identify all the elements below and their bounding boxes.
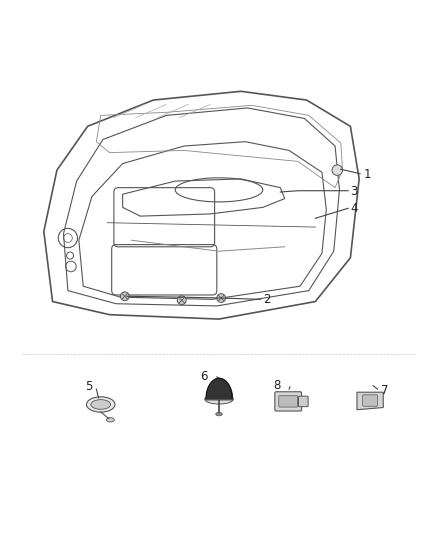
Circle shape (177, 296, 186, 304)
Text: 1: 1 (364, 168, 371, 181)
Text: 6: 6 (201, 369, 208, 383)
Circle shape (332, 165, 343, 175)
Ellipse shape (205, 394, 233, 404)
FancyBboxPatch shape (275, 392, 302, 411)
FancyBboxPatch shape (299, 396, 308, 407)
Circle shape (217, 294, 226, 302)
Text: 3: 3 (350, 184, 358, 198)
Ellipse shape (87, 397, 115, 412)
Circle shape (120, 292, 129, 301)
Text: 4: 4 (350, 202, 358, 215)
Text: 7: 7 (381, 384, 389, 397)
Text: 8: 8 (273, 379, 280, 392)
FancyBboxPatch shape (363, 395, 378, 406)
Text: 5: 5 (85, 381, 93, 393)
Polygon shape (357, 392, 383, 410)
Ellipse shape (215, 413, 222, 416)
Text: 2: 2 (263, 293, 270, 306)
Ellipse shape (91, 400, 110, 409)
FancyBboxPatch shape (279, 395, 298, 407)
Ellipse shape (106, 418, 114, 422)
